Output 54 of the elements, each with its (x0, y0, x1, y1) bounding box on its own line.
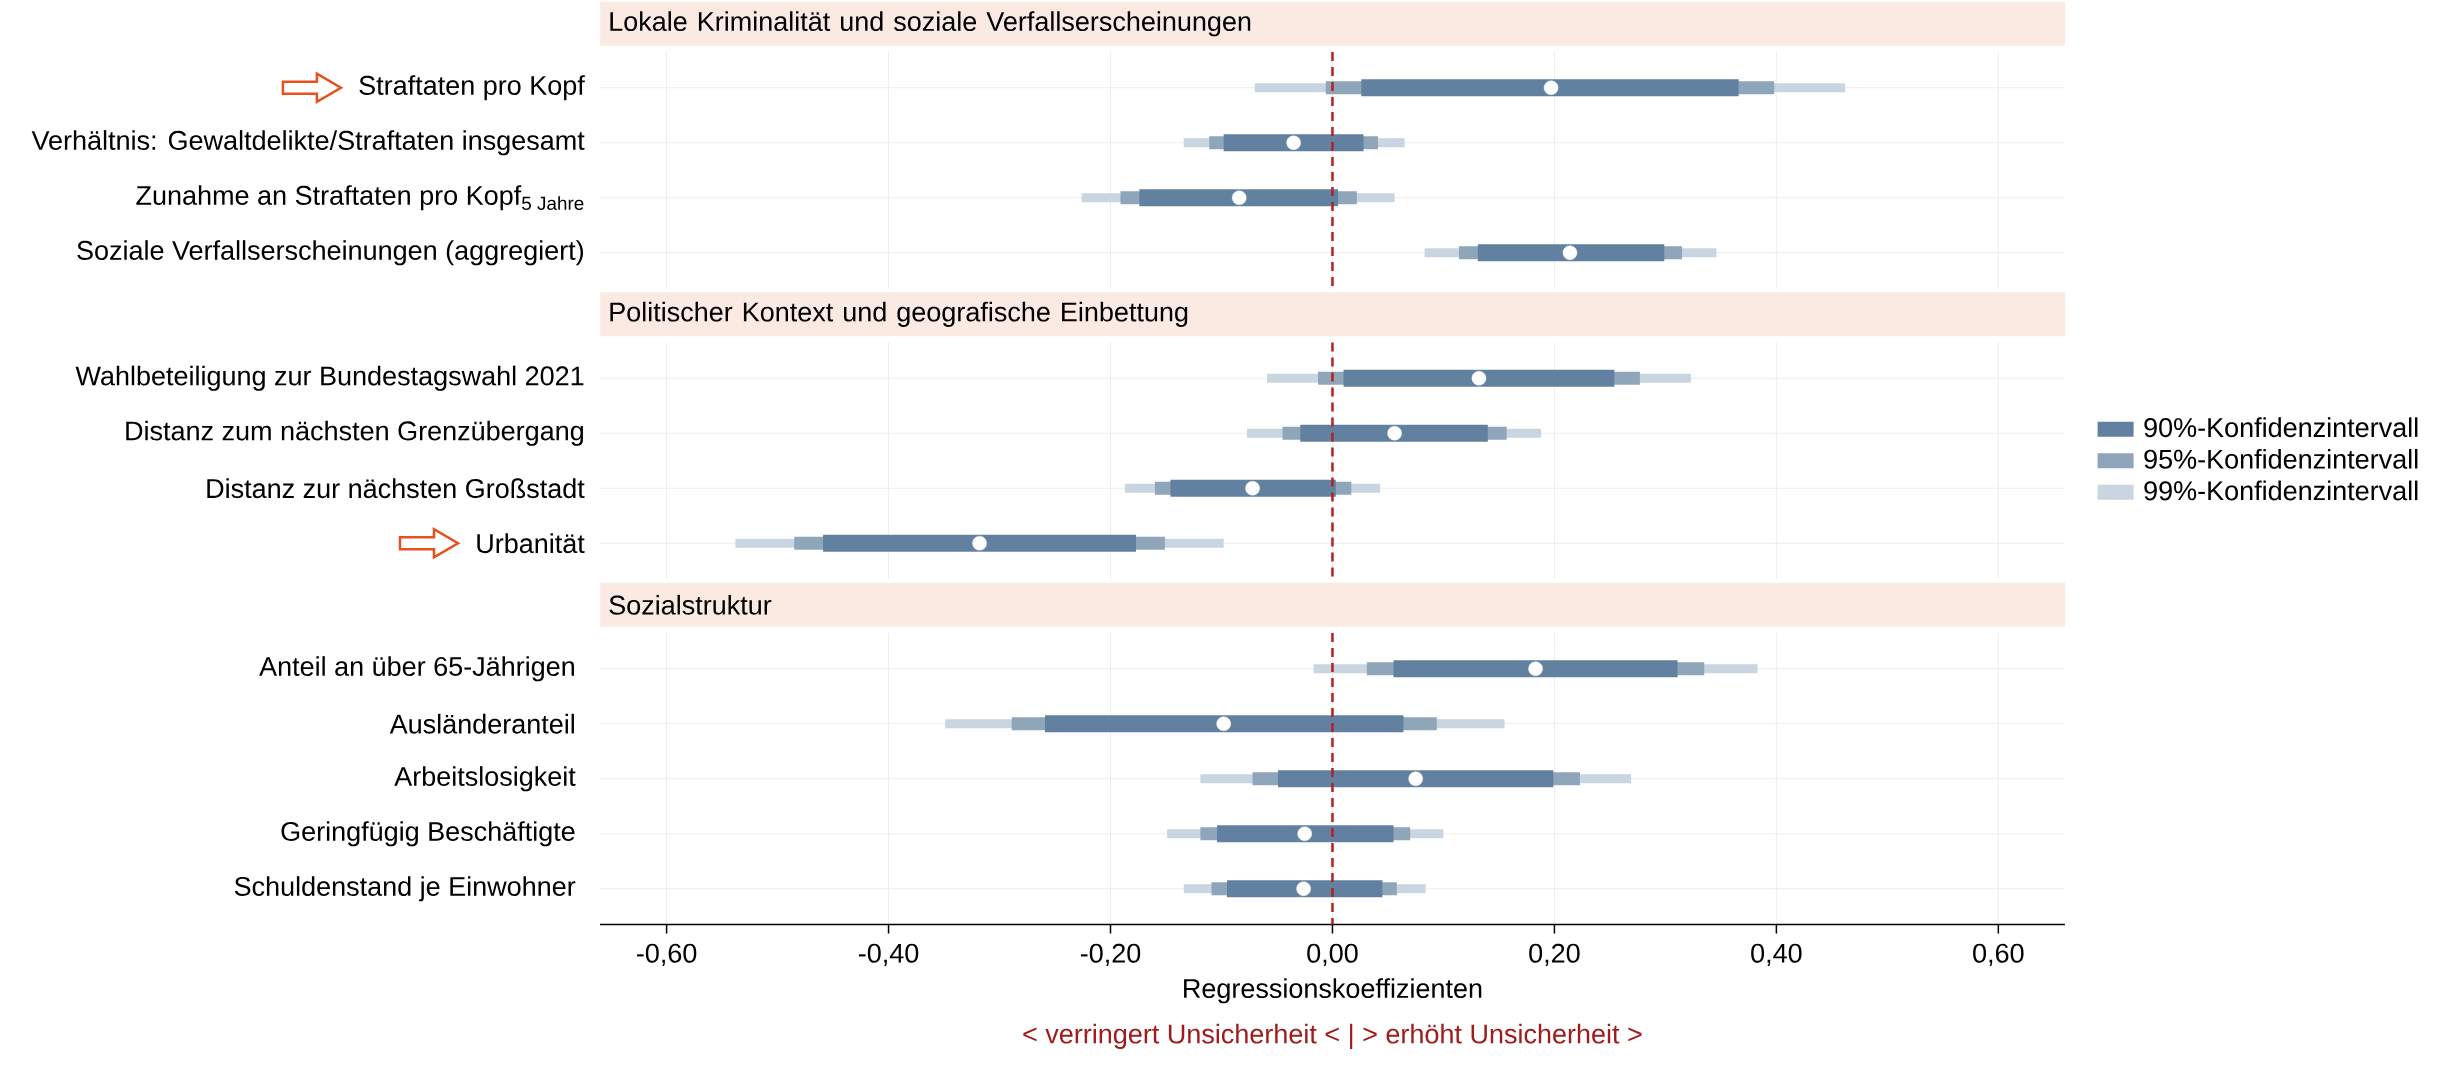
chart-title: Politischer Kontext und geografische Einbettung (610, 301, 1188, 327)
bar (1300, 424, 1488, 442)
x-tick-label: -0,60 (637, 943, 697, 966)
y-tick-label: Distanz zur nächsten Großstadt (207, 478, 585, 499)
bar (1170, 479, 1336, 497)
y-tick-label: Soziale Verfallserscheinungen (aggregiert) (77, 240, 584, 266)
bar (1278, 770, 1554, 788)
point (972, 536, 987, 551)
y-tick-label: Geringfügig Beschäftigte (281, 821, 575, 847)
y-tick-label: Anteil an über 65-Jährigen (259, 656, 574, 682)
legend-label: 99%-Konfidenzintervall (2144, 480, 2418, 501)
point (1245, 481, 1260, 496)
legend-label: 95%-Konfidenzintervall (2144, 448, 2418, 469)
point (1296, 881, 1311, 896)
bar (1227, 880, 1383, 898)
y-tick-label: Wahlbeteiligung zur Bundestagswahl 2021 (75, 365, 584, 391)
point (1216, 716, 1231, 731)
chart-title: Sozialstruktur (609, 594, 772, 615)
point (1543, 80, 1559, 95)
point (1471, 371, 1487, 386)
x-tick-label: 0,60 (1973, 943, 2024, 966)
y-tick-label: Ausländeranteil (389, 713, 574, 734)
y-tick-label: Straftaten pro Kopf (359, 75, 585, 101)
y-tick-label: Verhältnis: Gewaltdelikte/Straftaten insgesamt (31, 130, 585, 156)
x-axis-title: Regressionskoeffizienten (1184, 978, 1482, 1004)
y-tick-label: Urbanität (477, 533, 585, 554)
x-tick-label: 0,00 (1307, 943, 1358, 966)
point (1387, 426, 1402, 441)
x-tick-label: 0,20 (1529, 943, 1580, 966)
x-tick-label: 0,40 (1751, 943, 1802, 966)
point (1562, 245, 1578, 260)
chart-title: Lokale Kriminalität und soziale Verfallserscheinungen (610, 11, 1251, 37)
point (1286, 135, 1301, 150)
y-tick-label: Distanz zum nächsten Grenzübergang (126, 420, 583, 446)
bar (1217, 825, 1394, 843)
bar (1223, 134, 1364, 152)
bar (1477, 244, 1665, 262)
bar (1361, 79, 1739, 97)
x-tick-label: -0,40 (858, 943, 919, 966)
legend-label: 90%-Konfidenzintervall (2144, 417, 2418, 438)
bar (1045, 715, 1404, 733)
point (1297, 826, 1312, 841)
point (1232, 190, 1247, 205)
point (1408, 771, 1423, 786)
y-tick-label: Schuldenstand je Einwohner (234, 876, 576, 902)
text: < verringert Unsicherheit < | > erhöht Unsicherheit > (1023, 1023, 1642, 1050)
bar (1393, 660, 1678, 678)
y-tick-label: Arbeitslosigkeit (394, 766, 576, 792)
bar (1139, 189, 1338, 207)
point (1528, 661, 1543, 676)
bar (823, 534, 1137, 552)
y-tick-label: Zunahme an Straftaten pro Kopf$_{5 Jahre}$ (136, 185, 584, 211)
bar (1343, 369, 1615, 387)
x-tick-label: -0,20 (1080, 943, 1141, 966)
